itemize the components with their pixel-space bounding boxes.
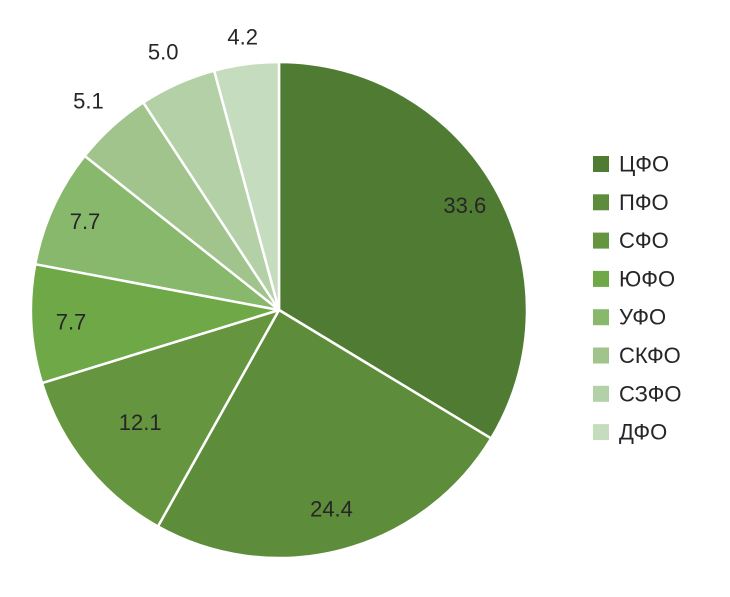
pie-slice-2	[156, 308, 493, 560]
legend-swatch-6	[593, 347, 609, 364]
legend-label-7: СЗФО	[619, 381, 682, 406]
data-label-8: 4.2	[227, 25, 258, 50]
pie-slice-8	[212, 60, 281, 312]
legend-swatch-2	[593, 194, 609, 211]
legend-label-5: УФО	[619, 305, 666, 330]
data-label-6: 5.1	[73, 89, 104, 114]
data-label-1: 33.6	[443, 193, 486, 218]
legend-swatch-4	[593, 270, 609, 287]
legend-swatch-3	[593, 232, 609, 249]
pie-slice-1	[277, 60, 529, 440]
legend-swatch-8	[593, 424, 609, 441]
legend-swatch-7	[593, 385, 609, 402]
data-label-2: 24.4	[310, 497, 353, 522]
legend-label-1: ЦФО	[619, 152, 669, 177]
data-label-7: 5.0	[148, 40, 179, 65]
data-label-3: 12.1	[119, 410, 162, 435]
legend-swatch-1	[593, 156, 609, 172]
data-label-4: 7.7	[56, 309, 87, 334]
legend-swatch-5	[593, 309, 609, 326]
legend-label-4: ЮФО	[619, 266, 675, 291]
legend-label-3: СФО	[619, 228, 669, 253]
pie-slices	[29, 60, 529, 560]
data-labels: 33.6 24.4 12.1 7.7 7.7 5.1 5.0 4.2	[56, 25, 487, 522]
legend-label-8: ДФО	[619, 420, 667, 445]
data-label-5: 7.7	[70, 209, 101, 234]
legend-label-2: ПФО	[619, 190, 669, 215]
pie-slice-4	[29, 262, 281, 385]
pie-slice-5	[34, 154, 281, 312]
legend: ЦФО ПФО СФО ЮФО УФО СКФО СЗФО ДФО	[593, 152, 682, 445]
pie-slice-3	[40, 308, 281, 528]
legend-label-6: СКФО	[619, 343, 681, 368]
